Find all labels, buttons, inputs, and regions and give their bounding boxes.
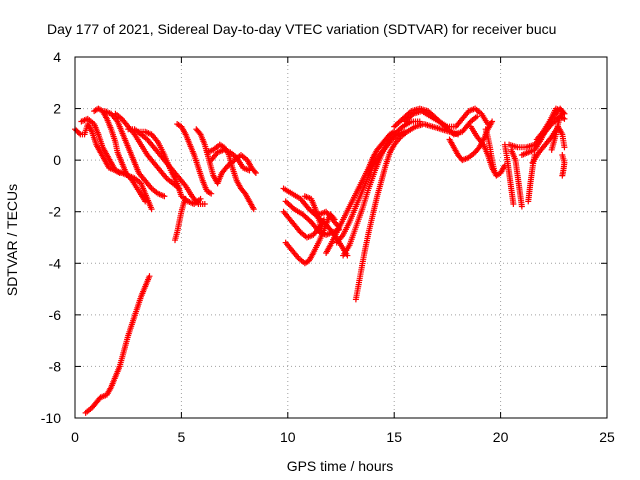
plus-marker [196, 130, 203, 137]
series-arc-04 [101, 108, 168, 200]
y-axis-label: SDTVAR / TECUs [4, 184, 20, 296]
series-arc-37 [525, 151, 538, 205]
y-tick-label: -10 [41, 410, 61, 426]
plus-marker [142, 198, 149, 205]
series-arc-34 [533, 105, 566, 143]
series-arc-29 [501, 141, 517, 207]
series-arc-13 [82, 273, 153, 416]
x-tick-label: 15 [386, 429, 402, 445]
series-arc-23 [352, 121, 462, 303]
plus-marker [561, 115, 568, 122]
plus-marker [558, 112, 565, 119]
plus-marker [318, 229, 325, 236]
x-tick-label: 25 [599, 429, 615, 445]
plus-marker [161, 193, 168, 200]
y-tick-label: -2 [49, 204, 62, 220]
data-marks [72, 105, 568, 416]
series-arc-05 [112, 110, 183, 192]
y-tick-label: 4 [53, 49, 61, 65]
x-tick-label: 20 [493, 429, 509, 445]
series-arc-28 [482, 126, 498, 174]
series-arc-19 [310, 208, 342, 231]
plus-marker [559, 172, 566, 179]
plus-marker [116, 170, 123, 177]
x-tick-label: 5 [178, 429, 186, 445]
x-axis-label: GPS time / hours [287, 458, 394, 474]
series-arc-36 [559, 151, 568, 179]
plus-marker [559, 110, 566, 117]
plus-marker [252, 170, 259, 177]
series-arc-06 [125, 126, 208, 207]
y-tick-label: -6 [49, 307, 62, 323]
y-tick-label: -8 [49, 358, 62, 374]
series-arc-12 [208, 146, 253, 174]
y-tick-label: -4 [49, 255, 62, 271]
plus-marker [201, 200, 208, 207]
y-tick-label: 0 [53, 152, 61, 168]
plus-marker [182, 195, 189, 202]
plus-marker [197, 195, 204, 202]
series-arc-09 [172, 195, 189, 244]
x-tick-label: 10 [280, 429, 296, 445]
plus-marker [518, 203, 525, 210]
plus-marker [489, 118, 496, 125]
plus-marker [75, 130, 82, 137]
plus-marker [474, 113, 481, 120]
plus-marker [208, 190, 215, 197]
series-arc-25 [401, 105, 491, 130]
plus-marker [251, 168, 258, 175]
series-arc-08 [174, 121, 215, 197]
plot-frame [74, 56, 608, 419]
series-arc-35 [548, 110, 566, 153]
plus-marker [148, 206, 155, 213]
chart-title: Day 177 of 2021, Sidereal Day-to-day VTE… [47, 21, 556, 37]
plus-marker [250, 206, 257, 213]
plus-marker [246, 167, 253, 174]
plus-marker [416, 118, 423, 125]
y-tick-label: 2 [53, 101, 61, 117]
x-tick-label: 0 [71, 429, 79, 445]
plus-marker [491, 167, 498, 174]
series-arc-07 [135, 128, 204, 207]
axis-ticks: 0 5 10 15 20 25 -10 -8 -6 -4 -2 0 2 4 [41, 49, 615, 445]
plus-marker [525, 198, 532, 205]
series-arc-02 [78, 115, 123, 177]
plus-marker [561, 144, 568, 151]
plus-marker [510, 200, 517, 207]
plus-marker [146, 273, 153, 280]
series-arc-30 [508, 146, 525, 210]
series-arc-22 [340, 118, 423, 259]
